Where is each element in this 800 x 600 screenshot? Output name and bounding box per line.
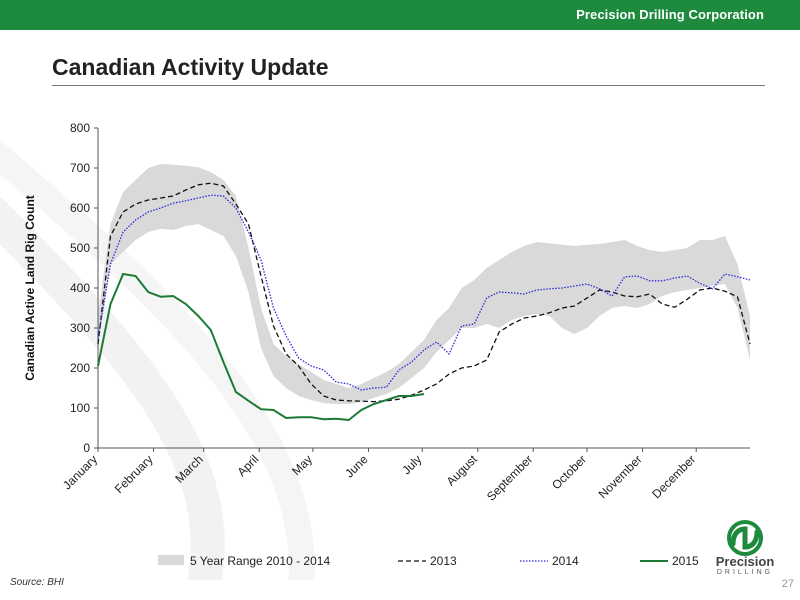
logo-wordmark: Precision: [715, 554, 775, 569]
x-tick-label: October: [549, 452, 589, 492]
y-tick-label: 700: [70, 161, 90, 175]
page-title: Canadian Activity Update: [52, 54, 329, 80]
x-tick-label: November: [596, 452, 645, 501]
y-tick-label: 0: [83, 441, 90, 455]
y-tick-label: 100: [70, 401, 90, 415]
legend-2015-label: 2015: [672, 554, 699, 568]
y-tick-label: 600: [70, 201, 90, 215]
x-tick-label: January: [60, 452, 100, 492]
title-divider: [52, 85, 765, 86]
series-2013-line: [97, 182, 751, 403]
x-tick-label: July: [399, 452, 424, 477]
series-range-band: [98, 164, 750, 404]
x-tick-label: February: [112, 452, 156, 496]
x-tick-label: March: [172, 452, 205, 485]
x-tick-label: September: [484, 452, 535, 503]
legend-2014-label: 2014: [552, 554, 579, 568]
x-tick-label: June: [342, 452, 371, 481]
y-tick-label: 800: [70, 121, 90, 135]
y-tick-label: 300: [70, 321, 90, 335]
y-axis-label: Canadian Active Land Rig Count: [23, 195, 37, 381]
company-logo: Precision DRILLING: [714, 520, 794, 580]
legend-2013-label: 2013: [430, 554, 457, 568]
page-number: 27: [781, 578, 794, 590]
x-tick-label: April: [234, 452, 261, 479]
legend-range-label: 5 Year Range 2010 - 2014: [190, 554, 330, 568]
x-tick-label: December: [649, 452, 698, 501]
logo-subword: DRILLING: [716, 569, 774, 576]
x-tick-label: May: [289, 452, 315, 478]
series-2014-line: [97, 194, 751, 391]
x-tick-label: August: [444, 452, 481, 489]
y-tick-label: 200: [70, 361, 90, 375]
header-bar: Precision Drilling Corporation: [0, 0, 800, 30]
logo-mark-icon: [727, 520, 763, 556]
y-tick-label: 500: [70, 241, 90, 255]
source-note: Source: BHI: [10, 577, 64, 588]
background-swirl: [0, 139, 315, 580]
company-name: Precision Drilling Corporation: [576, 7, 764, 22]
y-tick-label: 400: [70, 281, 90, 295]
series-2015-line: [97, 272, 425, 422]
legend-range-swatch: [158, 555, 184, 565]
